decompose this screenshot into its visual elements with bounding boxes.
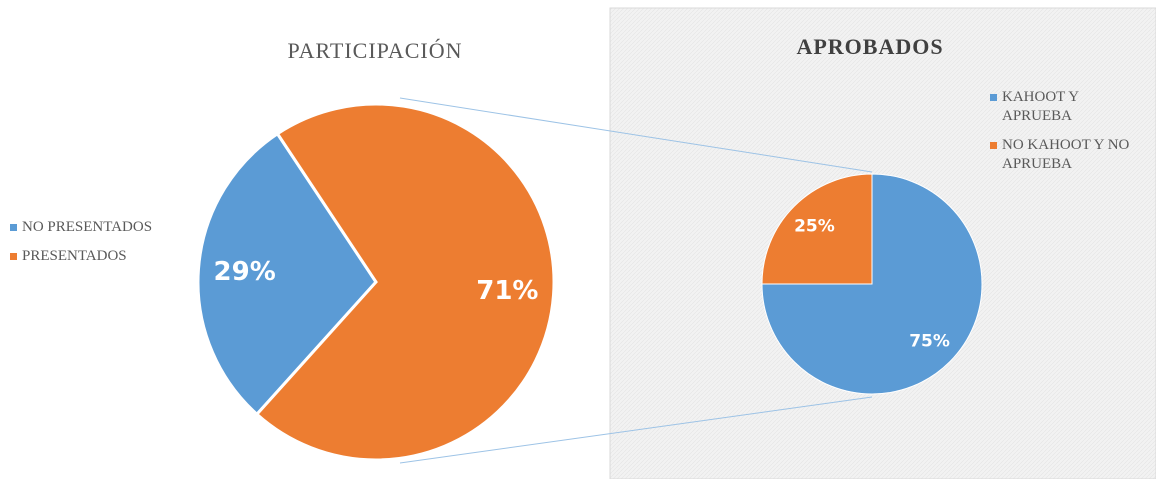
legend-swatch: [990, 142, 997, 149]
legend: NO PRESENTADOS PRESENTADOS: [10, 218, 180, 276]
data-label: 25%: [794, 216, 835, 236]
legend-label: KAHOOT Y APRUEBA: [1002, 89, 1079, 124]
legend-item: NO PRESENTADOS: [10, 218, 180, 237]
data-label: 71%: [476, 276, 538, 306]
legend-swatch: [10, 224, 17, 231]
data-label: 29%: [214, 257, 276, 287]
pie-slice: [761, 173, 873, 285]
legend-item: PRESENTADOS: [10, 247, 180, 266]
pie-slice: [196, 131, 378, 417]
legend-swatch: [10, 253, 17, 260]
legend-item: NO KAHOOT Y NO APRUEBA: [990, 136, 1150, 174]
legend-label: PRESENTADOS: [22, 248, 127, 264]
data-label: 75%: [909, 332, 950, 352]
legend: KAHOOT Y APRUEBA NO KAHOOT Y NO APRUEBA: [990, 88, 1150, 184]
chart-title: PARTICIPACIÓN: [287, 38, 463, 63]
legend-label: NO PRESENTADOS: [22, 219, 153, 235]
connector: [399, 97, 873, 173]
legend-item: KAHOOT Y APRUEBA: [990, 88, 1150, 126]
legend-swatch: [990, 94, 997, 101]
pie-slice: [254, 102, 556, 462]
chart-title: APROBADOS: [796, 34, 944, 59]
connector: [399, 396, 873, 464]
legend-label: NO KAHOOT Y NO APRUEBA: [1002, 137, 1130, 172]
